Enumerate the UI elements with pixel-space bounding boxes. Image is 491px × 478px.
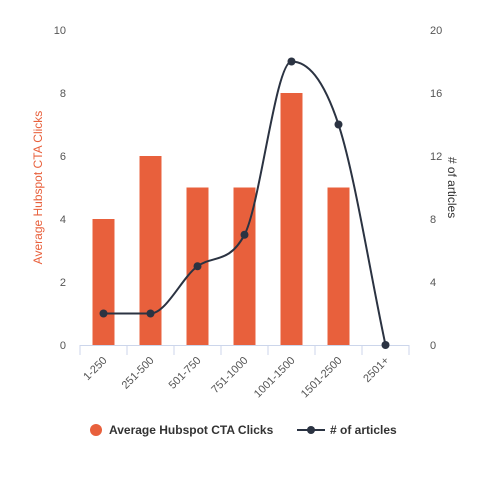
- line-series-path: [103, 60, 387, 346]
- line-series-points: [99, 57, 390, 349]
- right-y-tick-label: 8: [430, 214, 436, 226]
- left-y-tick-label: 2: [60, 277, 66, 289]
- bar[interactable]: [139, 156, 162, 345]
- x-axis: 1-250 251-500 501-750 751-1000 1001-1500 1501…: [79, 345, 410, 401]
- line-point[interactable]: [146, 309, 155, 318]
- x-tick-label: 1001-1500: [252, 355, 298, 401]
- bar[interactable]: [280, 93, 303, 345]
- x-tick-label: 1-250: [81, 355, 109, 383]
- right-y-tick-label: 12: [430, 151, 442, 163]
- line-point[interactable]: [287, 57, 296, 66]
- line-point[interactable]: [99, 309, 108, 318]
- legend-line-dot: [307, 426, 315, 434]
- legend-item-line-series[interactable]: # of articles: [297, 423, 397, 437]
- bar[interactable]: [327, 187, 350, 346]
- right-y-tick-label: 20: [430, 25, 442, 37]
- left-y-axis-title: Average Hubspot CTA Clicks: [31, 111, 45, 265]
- bar[interactable]: [92, 219, 115, 345]
- right-y-axis: 0 4 8 12 16 20: [430, 25, 442, 352]
- legend: Average Hubspot CTA Clicks # of articles: [90, 423, 397, 437]
- line-point[interactable]: [381, 341, 390, 349]
- legend-bar-label: Average Hubspot CTA Clicks: [109, 423, 274, 437]
- legend-bar-marker: [90, 424, 102, 436]
- legend-line-label: # of articles: [330, 423, 397, 437]
- right-y-axis-title: # of articles: [445, 157, 459, 218]
- left-y-axis: 0 2 4 6 8 10: [54, 25, 66, 352]
- line-point[interactable]: [334, 120, 343, 129]
- right-y-tick-label: 16: [430, 88, 442, 100]
- left-y-tick-label: 6: [60, 151, 66, 163]
- x-tick-label: 251-500: [120, 355, 157, 392]
- x-tick-label: 501-750: [167, 355, 204, 392]
- left-y-tick-label: 8: [60, 88, 66, 100]
- right-y-tick-label: 4: [430, 277, 436, 289]
- x-tick-label: 1501-2500: [299, 355, 345, 401]
- right-y-tick-label: 0: [430, 340, 436, 352]
- x-tick-label: 2501+: [361, 355, 391, 385]
- left-y-tick-label: 10: [54, 25, 66, 37]
- legend-item-bar-series[interactable]: Average Hubspot CTA Clicks: [90, 423, 274, 437]
- bar-series: [92, 93, 350, 346]
- x-tick-label: 751-1000: [209, 355, 250, 396]
- left-y-tick-label: 4: [60, 214, 66, 226]
- line-point[interactable]: [193, 262, 202, 271]
- bar[interactable]: [233, 187, 256, 346]
- left-y-tick-label: 0: [60, 340, 66, 352]
- line-point[interactable]: [240, 230, 249, 239]
